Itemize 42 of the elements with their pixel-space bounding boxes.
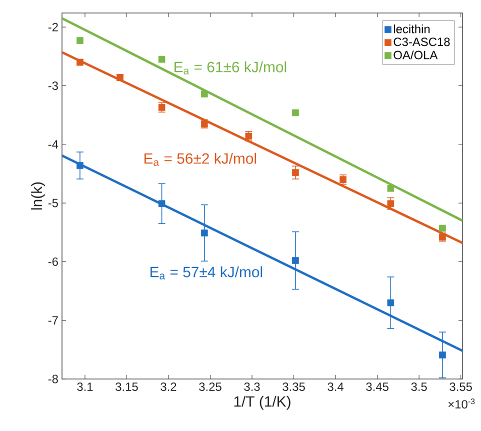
y-tick-label: -5 — [48, 198, 58, 208]
x-tick-label: 3.45 — [366, 382, 388, 391]
x-axis-title: 1/T (1/K) — [234, 396, 290, 410]
annotation: E$_{a}$ = 61±6 kJ/mol — [174, 61, 286, 74]
x-tick-label: 3.55 — [450, 382, 472, 391]
annotation: E$_{a}$ = 56±2 kJ/mol — [144, 152, 256, 166]
point — [292, 257, 299, 264]
point — [292, 109, 299, 116]
y-axis-title: ln(k) — [31, 182, 46, 210]
x-tick-label: 3.35 — [282, 382, 305, 391]
point — [387, 184, 394, 192]
point — [439, 224, 446, 232]
x-tick-label: 3.5 — [411, 382, 427, 391]
y-tick-label: -3 — [48, 81, 58, 90]
y-tick-label: -7 — [48, 316, 58, 324]
y-tick-label: -6 — [48, 257, 58, 266]
y-tick-label: -2 — [48, 22, 58, 32]
legend-label: OA/OLA — [394, 50, 438, 60]
text: ×10$^{-3}$ — [448, 398, 475, 409]
point — [158, 200, 166, 208]
y-tick-label: -8 — [48, 374, 58, 384]
x-tick-label: 3.15 — [116, 382, 138, 391]
point — [387, 299, 394, 306]
point — [340, 176, 346, 183]
annotation: E$_{a}$ = 57±4 kJ/mol — [150, 266, 262, 280]
x-tick-label: 3.4 — [328, 382, 344, 391]
point — [292, 169, 299, 176]
point — [158, 56, 166, 63]
point — [201, 230, 208, 236]
point — [76, 37, 84, 44]
legend-label: C3-ASC18 — [394, 38, 450, 46]
x-tick-label: 3.25 — [199, 382, 222, 391]
point — [201, 90, 208, 98]
point — [76, 162, 84, 169]
x-tick-label: 3.3 — [244, 382, 260, 391]
point — [387, 200, 394, 208]
x-tick-label: 3.1 — [77, 382, 93, 391]
point — [158, 104, 166, 111]
legend-label: lecithin — [394, 24, 430, 34]
point — [439, 352, 446, 358]
y-tick-label: -4 — [48, 140, 58, 148]
x-tick-label: 3.2 — [160, 382, 176, 391]
